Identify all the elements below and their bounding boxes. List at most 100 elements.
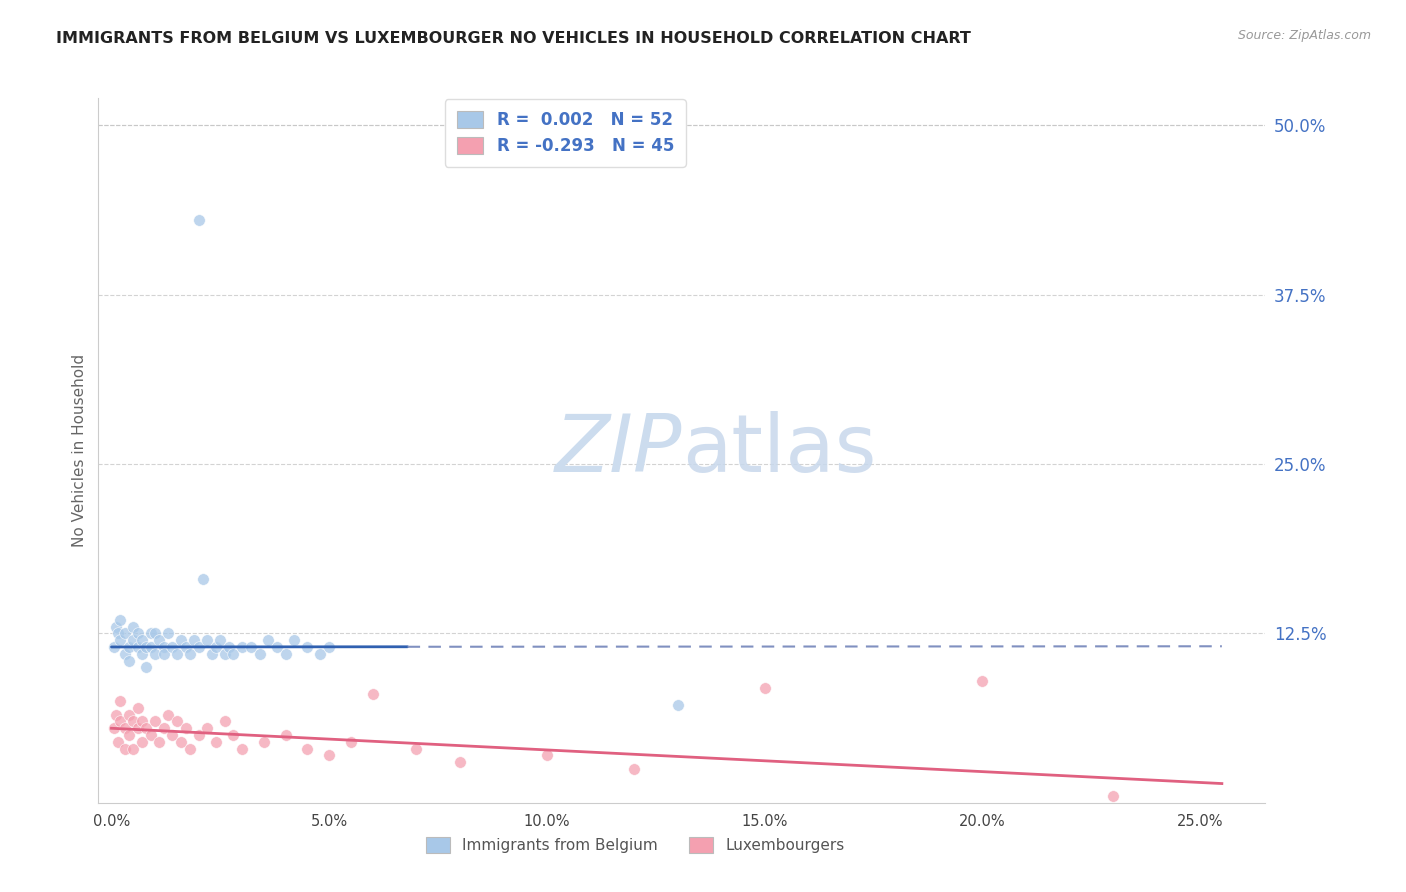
Point: [108, 694, 131, 708]
Point: [218, 640, 240, 654]
Point: [107, 735, 129, 749]
Point: [107, 626, 129, 640]
Point: [103, 721, 125, 735]
Point: [170, 633, 193, 648]
Point: [127, 721, 149, 735]
Text: ZIP: ZIP: [554, 411, 682, 490]
Point: [405, 741, 427, 756]
Point: [131, 714, 153, 729]
Point: [139, 626, 162, 640]
Text: IMMIGRANTS FROM BELGIUM VS LUXEMBOURGER NO VEHICLES IN HOUSEHOLD CORRELATION CHA: IMMIGRANTS FROM BELGIUM VS LUXEMBOURGER …: [56, 31, 972, 46]
Point: [297, 741, 319, 756]
Point: [139, 728, 162, 742]
Point: [214, 714, 236, 729]
Point: [274, 728, 297, 742]
Point: [118, 707, 141, 722]
Point: [266, 640, 288, 654]
Point: [195, 721, 218, 735]
Point: [108, 613, 131, 627]
Point: [103, 640, 125, 654]
Point: [209, 633, 232, 648]
Point: [666, 698, 689, 713]
Point: [108, 714, 131, 729]
Point: [118, 653, 141, 667]
Point: [114, 741, 136, 756]
Point: [152, 721, 174, 735]
Legend: Immigrants from Belgium, Luxembourgers: Immigrants from Belgium, Luxembourgers: [416, 828, 853, 862]
Point: [127, 640, 149, 654]
Point: [157, 626, 180, 640]
Point: [274, 647, 297, 661]
Point: [187, 728, 209, 742]
Point: [187, 213, 209, 227]
Point: [1102, 789, 1125, 803]
Point: [361, 687, 384, 701]
Point: [135, 660, 157, 674]
Point: [135, 721, 157, 735]
Point: [214, 647, 236, 661]
Point: [253, 735, 276, 749]
Point: [249, 647, 271, 661]
Point: [205, 640, 228, 654]
Point: [114, 647, 136, 661]
Point: [122, 633, 145, 648]
Point: [118, 640, 141, 654]
Point: [143, 626, 166, 640]
Point: [127, 701, 149, 715]
Point: [972, 673, 994, 688]
Text: atlas: atlas: [682, 411, 876, 490]
Point: [104, 620, 127, 634]
Point: [127, 626, 149, 640]
Point: [257, 633, 280, 648]
Y-axis label: No Vehicles in Household: No Vehicles in Household: [72, 354, 87, 547]
Point: [152, 647, 174, 661]
Point: [143, 647, 166, 661]
Point: [222, 728, 245, 742]
Point: [170, 735, 193, 749]
Point: [318, 640, 340, 654]
Point: [143, 714, 166, 729]
Point: [131, 735, 153, 749]
Point: [148, 735, 170, 749]
Point: [191, 572, 214, 586]
Point: [201, 647, 224, 661]
Point: [754, 681, 776, 695]
Point: [148, 633, 170, 648]
Point: [239, 640, 262, 654]
Point: [179, 741, 201, 756]
Point: [122, 741, 145, 756]
Point: [174, 721, 197, 735]
Point: [152, 640, 174, 654]
Point: [135, 640, 157, 654]
Point: [122, 620, 145, 634]
Point: [231, 741, 253, 756]
Point: [195, 633, 218, 648]
Point: [131, 647, 153, 661]
Point: [166, 714, 188, 729]
Point: [222, 647, 245, 661]
Point: [179, 647, 201, 661]
Point: [623, 762, 645, 776]
Point: [139, 640, 162, 654]
Point: [205, 735, 228, 749]
Point: [122, 714, 145, 729]
Point: [162, 728, 184, 742]
Point: [449, 755, 471, 769]
Point: [183, 633, 205, 648]
Point: [297, 640, 319, 654]
Text: Source: ZipAtlas.com: Source: ZipAtlas.com: [1237, 29, 1371, 42]
Point: [283, 633, 305, 648]
Point: [318, 748, 340, 763]
Point: [114, 721, 136, 735]
Point: [231, 640, 253, 654]
Point: [174, 640, 197, 654]
Point: [131, 633, 153, 648]
Point: [157, 707, 180, 722]
Point: [536, 748, 558, 763]
Point: [187, 640, 209, 654]
Point: [340, 735, 363, 749]
Point: [108, 633, 131, 648]
Point: [309, 647, 332, 661]
Point: [118, 728, 141, 742]
Point: [162, 640, 184, 654]
